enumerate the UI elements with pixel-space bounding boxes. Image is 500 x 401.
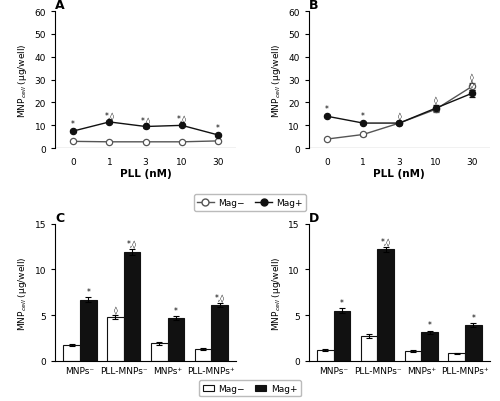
Bar <box>168 318 184 361</box>
Text: ◊: ◊ <box>470 80 474 89</box>
Bar <box>212 305 228 361</box>
Bar <box>465 325 482 361</box>
Bar <box>63 345 80 361</box>
Text: *: * <box>361 112 365 121</box>
Bar <box>124 252 140 361</box>
Text: *: * <box>174 306 178 315</box>
Text: ◊: ◊ <box>398 111 401 121</box>
X-axis label: PLL (nM): PLL (nM) <box>120 168 172 178</box>
Bar <box>361 336 378 361</box>
Bar <box>378 250 394 361</box>
Y-axis label: MNP$_{cell}$ (μg/well): MNP$_{cell}$ (μg/well) <box>16 43 29 117</box>
Text: *,◊: *,◊ <box>381 237 391 245</box>
Text: ◊: ◊ <box>114 305 117 314</box>
Legend: Mag−, Mag+: Mag−, Mag+ <box>199 380 301 397</box>
Text: *: * <box>86 287 90 296</box>
Y-axis label: MNP$_{cell}$ (μg/well): MNP$_{cell}$ (μg/well) <box>270 255 282 330</box>
Y-axis label: MNP$_{cell}$ (μg/well): MNP$_{cell}$ (μg/well) <box>270 43 282 117</box>
Bar <box>404 351 421 361</box>
Bar <box>80 300 96 361</box>
Text: *: * <box>71 120 75 129</box>
Bar <box>151 344 168 361</box>
Bar <box>422 332 438 361</box>
Text: *,◊: *,◊ <box>177 114 187 123</box>
Text: *,◊: *,◊ <box>214 293 224 302</box>
Text: C: C <box>55 211 64 224</box>
Legend: Mag−, Mag+: Mag−, Mag+ <box>194 195 306 211</box>
Text: *: * <box>472 313 476 322</box>
Bar <box>334 311 350 361</box>
Text: *: * <box>428 321 432 330</box>
Text: *: * <box>325 105 329 114</box>
Text: *,◊: *,◊ <box>127 239 137 248</box>
Y-axis label: MNP$_{cell}$ (μg/well): MNP$_{cell}$ (μg/well) <box>16 255 29 330</box>
X-axis label: PLL (nM): PLL (nM) <box>374 168 425 178</box>
Text: *: * <box>340 298 344 307</box>
Text: ◊: ◊ <box>434 95 438 105</box>
Bar <box>194 349 212 361</box>
Text: B: B <box>308 0 318 12</box>
Bar <box>317 350 334 361</box>
Text: A: A <box>55 0 64 12</box>
Text: *,◊: *,◊ <box>104 111 115 119</box>
Text: ◊: ◊ <box>470 73 474 82</box>
Text: *,◊: *,◊ <box>140 115 150 124</box>
Text: D: D <box>308 211 319 224</box>
Bar <box>448 354 465 361</box>
Text: *: * <box>216 124 220 133</box>
Bar <box>107 317 124 361</box>
